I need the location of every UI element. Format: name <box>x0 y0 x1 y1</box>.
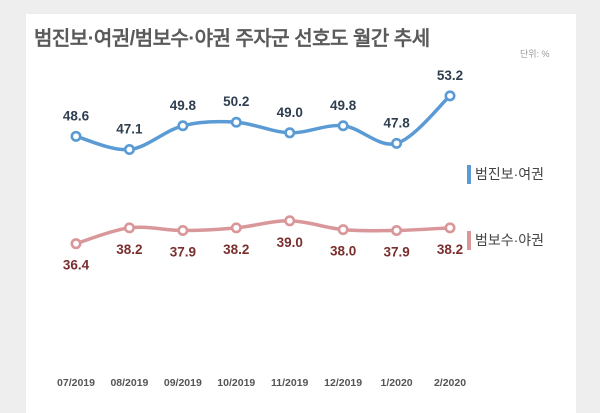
data-label-conservative: 38.2 <box>116 242 142 257</box>
data-point-progressive <box>177 120 189 132</box>
data-label-progressive: 49.0 <box>277 105 303 120</box>
data-point-progressive <box>123 144 135 156</box>
chart-title: 범진보·여권/범보수·야권 주자군 선호도 월간 추세 <box>34 28 430 50</box>
data-point-conservative <box>391 224 403 236</box>
legend-item-conservative: 범보수·야권 <box>467 230 544 250</box>
x-tick-label: 07/2019 <box>57 377 95 389</box>
legend-label-conservative: 범보수·야권 <box>475 232 545 248</box>
data-point-conservative <box>123 222 135 234</box>
data-point-conservative <box>284 215 296 227</box>
data-label-progressive: 48.6 <box>63 108 90 123</box>
data-label-conservative: 39.0 <box>277 235 303 250</box>
x-tick-label: 09/2019 <box>164 377 202 389</box>
data-point-progressive <box>444 90 456 102</box>
legend-label-progressive: 범진보·여권 <box>475 166 545 182</box>
x-tick-label: 1/2020 <box>381 377 413 389</box>
legend-item-progressive: 범진보·여권 <box>467 164 544 184</box>
data-point-conservative <box>337 224 349 236</box>
legend-swatch-conservative <box>467 230 471 250</box>
legend-swatch-progressive <box>467 164 471 184</box>
data-point-progressive <box>391 137 403 149</box>
x-tick-label: 11/2019 <box>271 377 309 389</box>
data-label-progressive: 49.8 <box>330 98 357 113</box>
x-tick-label: 10/2019 <box>217 377 255 389</box>
data-label-progressive: 47.1 <box>116 122 143 137</box>
data-label-progressive: 47.8 <box>383 115 410 130</box>
data-label-progressive: 49.8 <box>170 98 197 113</box>
data-label-conservative: 37.9 <box>383 244 409 259</box>
data-point-progressive <box>230 116 242 128</box>
data-point-conservative <box>444 222 456 234</box>
unit-label: 단위: % <box>520 49 550 59</box>
data-label-conservative: 37.9 <box>170 244 196 259</box>
data-point-conservative <box>230 222 242 234</box>
x-tick-label: 08/2019 <box>110 377 148 389</box>
data-label-conservative: 38.2 <box>437 242 463 257</box>
data-label-progressive: 53.2 <box>437 68 463 83</box>
x-tick-label: 2/2020 <box>434 377 466 389</box>
data-label-conservative: 38.2 <box>223 242 249 257</box>
data-point-progressive <box>284 127 296 139</box>
x-tick-label: 12/2019 <box>324 377 362 389</box>
data-point-conservative <box>177 224 189 236</box>
data-point-progressive <box>70 130 82 142</box>
data-label-conservative: 38.0 <box>330 244 356 259</box>
data-point-progressive <box>337 120 349 132</box>
data-point-conservative <box>70 238 82 250</box>
chart-card <box>26 14 576 413</box>
data-label-progressive: 50.2 <box>223 94 249 109</box>
data-label-conservative: 36.4 <box>63 258 90 273</box>
